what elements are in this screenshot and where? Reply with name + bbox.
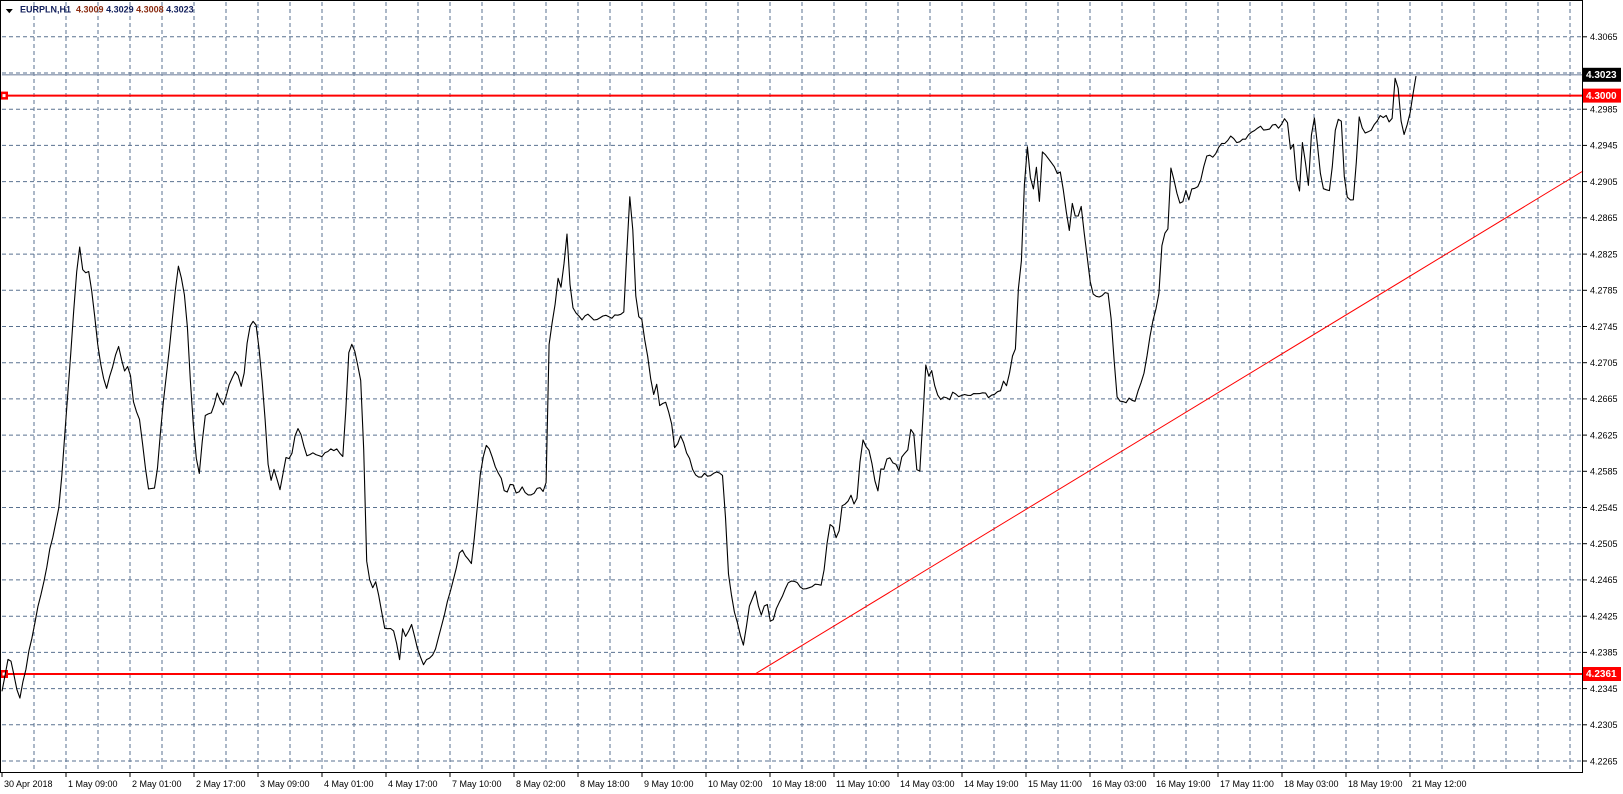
svg-text:10 May 02:00: 10 May 02:00 xyxy=(708,779,763,789)
svg-text:8 May 18:00: 8 May 18:00 xyxy=(580,779,630,789)
svg-text:4 May 01:00: 4 May 01:00 xyxy=(324,779,374,789)
svg-text:1 May 09:00: 1 May 09:00 xyxy=(68,779,118,789)
svg-text:4.2905: 4.2905 xyxy=(1590,177,1618,187)
svg-text:4.2361: 4.2361 xyxy=(1586,669,1617,680)
svg-text:4.2425: 4.2425 xyxy=(1590,612,1618,622)
svg-text:2 May 17:00: 2 May 17:00 xyxy=(196,779,246,789)
svg-text:14 May 19:00: 14 May 19:00 xyxy=(964,779,1019,789)
svg-text:EURPLN,H1 4.3009 4.3029 4.300: EURPLN,H1 4.3009 4.3029 4.3008 4.3023 xyxy=(20,5,194,15)
svg-text:4 May 17:00: 4 May 17:00 xyxy=(388,779,438,789)
svg-text:7 May 10:00: 7 May 10:00 xyxy=(452,779,502,789)
svg-text:4.2585: 4.2585 xyxy=(1590,467,1618,477)
svg-text:4.2505: 4.2505 xyxy=(1590,539,1618,549)
svg-text:4.2785: 4.2785 xyxy=(1590,286,1618,296)
svg-text:4.2545: 4.2545 xyxy=(1590,503,1618,513)
svg-text:4.2265: 4.2265 xyxy=(1590,756,1618,766)
svg-text:4.2705: 4.2705 xyxy=(1590,358,1618,368)
svg-text:10 May 18:00: 10 May 18:00 xyxy=(772,779,827,789)
svg-text:4.2985: 4.2985 xyxy=(1590,105,1618,115)
svg-text:4.3065: 4.3065 xyxy=(1590,32,1618,42)
svg-text:9 May 10:00: 9 May 10:00 xyxy=(644,779,694,789)
svg-text:16 May 03:00: 16 May 03:00 xyxy=(1092,779,1147,789)
svg-text:4.2345: 4.2345 xyxy=(1590,684,1618,694)
svg-text:4.3000: 4.3000 xyxy=(1586,91,1617,102)
svg-text:8 May 02:00: 8 May 02:00 xyxy=(516,779,566,789)
svg-text:4.2865: 4.2865 xyxy=(1590,213,1618,223)
svg-text:18 May 03:00: 18 May 03:00 xyxy=(1284,779,1339,789)
svg-text:4.2625: 4.2625 xyxy=(1590,430,1618,440)
svg-text:4.2385: 4.2385 xyxy=(1590,648,1618,658)
svg-text:16 May 19:00: 16 May 19:00 xyxy=(1156,779,1211,789)
svg-text:30 Apr 2018: 30 Apr 2018 xyxy=(4,779,53,789)
svg-text:18 May 19:00: 18 May 19:00 xyxy=(1348,779,1403,789)
svg-text:14 May 03:00: 14 May 03:00 xyxy=(900,779,955,789)
svg-text:11 May 10:00: 11 May 10:00 xyxy=(836,779,890,789)
svg-text:4.2665: 4.2665 xyxy=(1590,394,1618,404)
svg-text:4.2305: 4.2305 xyxy=(1590,720,1618,730)
svg-text:2 May 01:00: 2 May 01:00 xyxy=(132,779,182,789)
svg-text:4.2465: 4.2465 xyxy=(1590,575,1618,585)
svg-text:4.3023: 4.3023 xyxy=(1586,70,1617,81)
svg-text:4.2825: 4.2825 xyxy=(1590,249,1618,259)
svg-text:21 May 12:00: 21 May 12:00 xyxy=(1412,779,1467,789)
svg-text:15 May 11:00: 15 May 11:00 xyxy=(1028,779,1082,789)
svg-text:17 May 11:00: 17 May 11:00 xyxy=(1220,779,1274,789)
svg-text:3 May 09:00: 3 May 09:00 xyxy=(260,779,310,789)
svg-text:4.2945: 4.2945 xyxy=(1590,141,1618,151)
svg-text:4.2745: 4.2745 xyxy=(1590,322,1618,332)
